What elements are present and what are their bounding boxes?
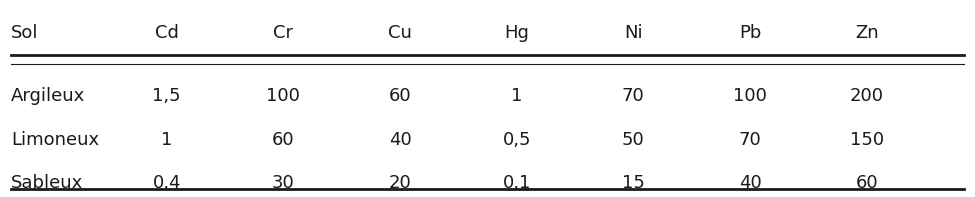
Text: Hg: Hg xyxy=(504,24,529,42)
Text: 50: 50 xyxy=(622,130,644,149)
Text: 70: 70 xyxy=(622,87,644,105)
Text: 0,5: 0,5 xyxy=(502,130,531,149)
Text: 30: 30 xyxy=(272,174,294,192)
Text: Zn: Zn xyxy=(855,24,878,42)
Text: 200: 200 xyxy=(849,87,883,105)
Text: 1,5: 1,5 xyxy=(152,87,181,105)
Text: 100: 100 xyxy=(733,87,767,105)
Text: 150: 150 xyxy=(849,130,883,149)
Text: Sol: Sol xyxy=(11,24,39,42)
Text: Ni: Ni xyxy=(624,24,643,42)
Text: Argileux: Argileux xyxy=(11,87,86,105)
Text: Limoneux: Limoneux xyxy=(11,130,99,149)
Text: 70: 70 xyxy=(739,130,761,149)
Text: 20: 20 xyxy=(389,174,411,192)
Text: 1: 1 xyxy=(161,130,173,149)
Text: 40: 40 xyxy=(739,174,761,192)
Text: Sableux: Sableux xyxy=(11,174,83,192)
Text: 0,1: 0,1 xyxy=(502,174,530,192)
Text: 40: 40 xyxy=(389,130,411,149)
Text: Pb: Pb xyxy=(739,24,761,42)
Text: 100: 100 xyxy=(266,87,300,105)
Text: 60: 60 xyxy=(272,130,294,149)
Text: Cd: Cd xyxy=(155,24,178,42)
Text: Cu: Cu xyxy=(388,24,412,42)
Text: Cr: Cr xyxy=(273,24,293,42)
Text: 1: 1 xyxy=(511,87,523,105)
Text: 15: 15 xyxy=(622,174,644,192)
Text: 0,4: 0,4 xyxy=(152,174,181,192)
Text: 60: 60 xyxy=(855,174,878,192)
Text: 60: 60 xyxy=(389,87,411,105)
